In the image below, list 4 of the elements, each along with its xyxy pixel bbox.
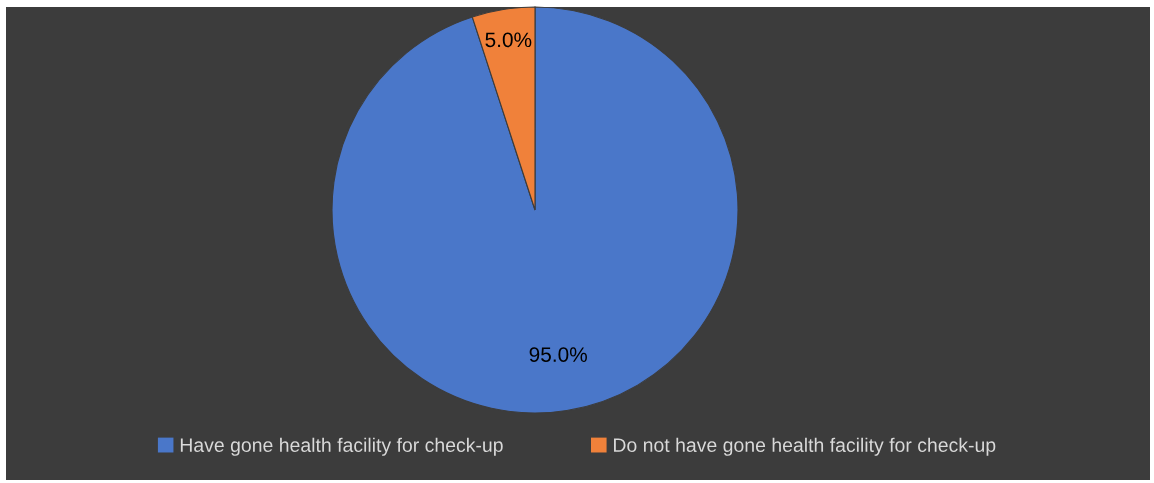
data-label: 95.0% — [529, 347, 587, 362]
legend-label: Do not have gone health facility for check-up — [614, 437, 996, 456]
legend-label: Have gone health facility for check-up — [180, 437, 503, 456]
data-label: 5.0% — [485, 32, 532, 48]
